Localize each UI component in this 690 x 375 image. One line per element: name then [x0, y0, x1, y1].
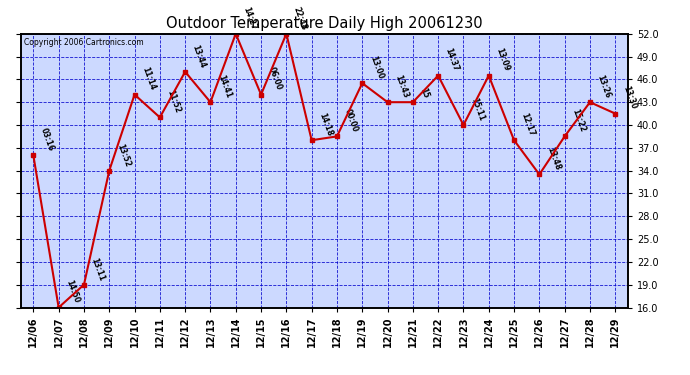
Text: 14:27: 14:27 [241, 5, 258, 31]
Text: 13:48: 13:48 [545, 146, 562, 172]
Text: 13:43: 13:43 [393, 74, 410, 99]
Text: 12:17: 12:17 [520, 112, 536, 137]
Text: 13:44: 13:44 [190, 43, 208, 69]
Text: 14:18: 14:18 [317, 112, 334, 137]
Text: 13:30: 13:30 [621, 85, 638, 111]
Text: 14:41: 14:41 [216, 74, 233, 99]
Text: 15: 15 [418, 87, 431, 99]
Text: Copyright 2006 Cartronics.com: Copyright 2006 Cartronics.com [23, 38, 144, 47]
Text: 13:00: 13:00 [368, 55, 384, 80]
Text: 15:11: 15:11 [469, 97, 486, 122]
Text: 00:00: 00:00 [342, 108, 359, 134]
Text: 14:50: 14:50 [64, 279, 81, 305]
Text: 22:48: 22:48 [292, 5, 308, 31]
Text: 13:52: 13:52 [115, 142, 132, 168]
Text: 14:37: 14:37 [444, 47, 460, 73]
Text: 13:11: 13:11 [90, 256, 106, 282]
Title: Outdoor Temperature Daily High 20061230: Outdoor Temperature Daily High 20061230 [166, 16, 482, 31]
Text: 11:52: 11:52 [166, 89, 182, 115]
Text: 13:09: 13:09 [494, 47, 511, 73]
Text: 03:16: 03:16 [39, 127, 56, 153]
Text: 11:14: 11:14 [140, 66, 157, 92]
Text: 15:22: 15:22 [570, 108, 587, 134]
Text: 13:26: 13:26 [595, 74, 612, 99]
Text: 06:00: 06:00 [266, 66, 284, 92]
